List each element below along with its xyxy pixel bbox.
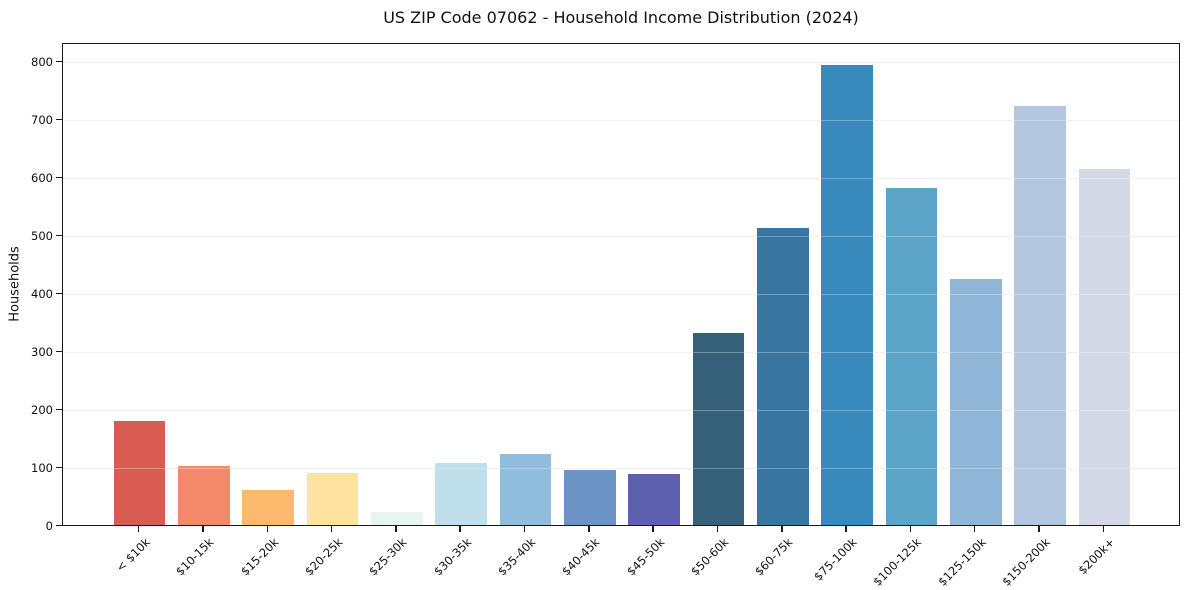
y-tick	[56, 234, 62, 237]
gridline	[63, 467, 1179, 469]
y-tick-label: 0	[45, 519, 53, 533]
gridline	[63, 351, 1179, 353]
gridline-overlay	[63, 351, 1179, 353]
gridline	[63, 61, 1179, 63]
x-tick-label: $10-15k	[173, 535, 217, 579]
x-tick	[523, 526, 526, 532]
bar	[692, 333, 745, 525]
x-tick-label: $200k+	[1075, 535, 1118, 578]
bar	[564, 469, 616, 525]
gridline	[63, 409, 1179, 411]
y-tick	[56, 292, 62, 295]
x-tick	[652, 526, 654, 532]
x-tick	[716, 526, 719, 532]
gridline-overlay	[63, 409, 1179, 411]
y-tick	[56, 176, 62, 179]
y-tick	[56, 525, 62, 527]
y-tick	[56, 350, 62, 353]
x-tick-label: $20-25k	[302, 535, 346, 579]
y-tick	[56, 118, 62, 121]
x-tick	[266, 526, 268, 532]
bar	[628, 473, 680, 525]
gridline-overlay	[63, 61, 1179, 63]
bar	[1014, 106, 1066, 525]
bar	[950, 279, 1002, 525]
gridline-overlay	[63, 467, 1179, 469]
bar	[1078, 168, 1131, 525]
bar	[178, 466, 230, 525]
gridline-overlay	[63, 235, 1179, 237]
y-tick-label: 800	[31, 54, 53, 69]
y-tick-label: 300	[31, 344, 53, 359]
y-tick	[56, 60, 62, 62]
y-tick-label: 500	[31, 228, 53, 243]
x-tick-label: $30-35k	[430, 535, 475, 579]
x-tick	[781, 526, 783, 532]
gridline	[63, 177, 1179, 179]
x-tick-label: $40-45k	[559, 535, 603, 579]
x-tick-label: $75-100k	[811, 535, 861, 584]
y-tick-label: 600	[31, 170, 53, 185]
x-tick	[395, 526, 397, 532]
x-tick-label: $50-60k	[687, 535, 732, 579]
gridline	[63, 119, 1179, 121]
x-tick	[459, 526, 461, 532]
chart-title: US ZIP Code 07062 - Household Income Dis…	[383, 8, 859, 27]
plot-area	[62, 43, 1180, 526]
x-tick-label: $150-200k	[999, 535, 1054, 589]
bar	[371, 512, 423, 525]
bar	[435, 463, 487, 525]
gridline	[63, 293, 1179, 295]
x-tick	[137, 526, 140, 532]
y-tick-label: 200	[31, 402, 53, 417]
x-tick-label: $25-30k	[366, 535, 410, 579]
x-tick	[974, 526, 976, 532]
bar	[306, 473, 359, 525]
x-tick-label: $15-20k	[237, 535, 282, 579]
bar	[885, 188, 938, 525]
x-tick-label: $60-75k	[752, 535, 796, 579]
gridline-overlay	[63, 119, 1179, 121]
x-tick-label: $35-40k	[494, 535, 539, 579]
x-tick-label: < $10k	[112, 535, 153, 575]
bar	[757, 228, 809, 525]
x-tick	[845, 526, 847, 532]
gridline	[63, 235, 1179, 237]
x-tick-label: $125-150k	[934, 535, 989, 589]
x-tick-label: $45-50k	[623, 535, 668, 579]
y-tick-label: 700	[31, 112, 53, 127]
bar	[113, 421, 166, 525]
bar	[499, 453, 552, 525]
y-tick	[56, 466, 62, 469]
y-tick	[56, 408, 62, 411]
x-tick	[909, 526, 912, 532]
x-tick	[588, 526, 590, 532]
x-tick	[330, 526, 333, 532]
gridline-overlay	[63, 177, 1179, 179]
y-tick-label: 100	[31, 460, 53, 475]
y-tick-label: 400	[31, 286, 53, 301]
x-tick-label: $100-125k	[870, 535, 925, 589]
y-axis-label: Households	[7, 246, 23, 322]
gridline-overlay	[63, 293, 1179, 295]
x-tick	[1038, 526, 1040, 532]
x-tick	[1102, 526, 1105, 532]
x-tick	[202, 526, 204, 532]
bar	[821, 65, 873, 525]
bar	[242, 489, 294, 525]
